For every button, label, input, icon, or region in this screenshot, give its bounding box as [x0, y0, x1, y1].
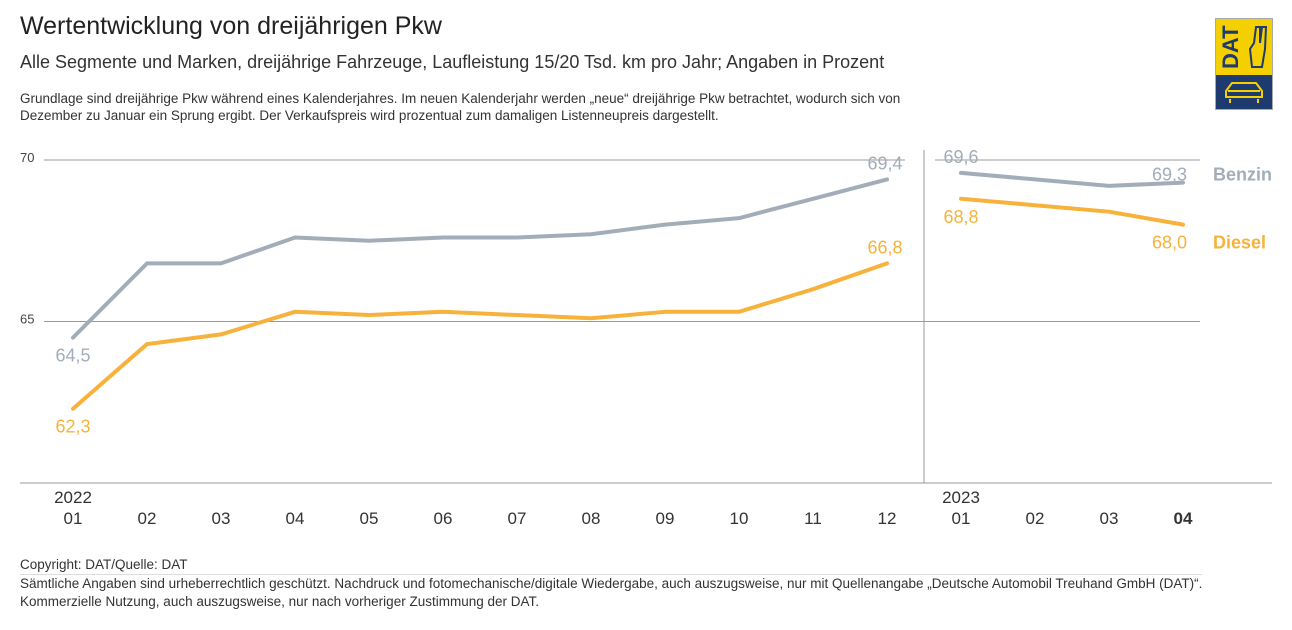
series-line-benzin — [959, 170, 1185, 188]
data-label: 62,3 — [55, 417, 90, 437]
x-tick-label: 03 — [212, 509, 231, 528]
x-tick-label: 05 — [360, 509, 379, 528]
x-tick-label: 01 — [952, 509, 971, 528]
dat-logo: DAT — [1215, 18, 1273, 110]
x-tick-label: 02 — [1026, 509, 1045, 528]
data-label: 64,5 — [55, 346, 90, 366]
footer-usage: Kommerzielle Nutzung, auch auszugsweise,… — [20, 594, 539, 609]
x-tick-label: 09 — [656, 509, 675, 528]
y-tick-label: 70 — [20, 150, 34, 165]
data-label: 69,4 — [867, 153, 902, 173]
footer-rights: Sämtliche Angaben sind urheberrechtlich … — [20, 574, 1203, 591]
x-tick-label: 08 — [582, 509, 601, 528]
x-tick-label: 12 — [878, 509, 897, 528]
data-label: 68,0 — [1152, 233, 1187, 253]
footer-copyright: Copyright: DAT/Quelle: DAT — [20, 557, 188, 572]
data-label: 69,3 — [1152, 165, 1187, 185]
chart-subtitle: Alle Segmente und Marken, dreijährige Fa… — [20, 52, 885, 72]
year-label: 2022 — [54, 488, 92, 507]
x-tick-label: 02 — [138, 509, 157, 528]
x-tick-label: 07 — [508, 509, 527, 528]
series-line-benzin — [71, 177, 889, 340]
data-label: 68,8 — [943, 207, 978, 227]
chart-title: Wertentwicklung von dreijährigen Pkw — [20, 12, 442, 40]
x-tick-label: 04 — [1174, 509, 1193, 528]
series-line-diesel — [71, 261, 889, 411]
x-tick-label: 04 — [286, 509, 305, 528]
data-label: 66,8 — [867, 237, 902, 257]
x-tick-label: 11 — [804, 509, 822, 528]
data-label: 69,6 — [943, 147, 978, 167]
chart-note: Grundlage sind dreijährige Pkw während e… — [20, 91, 901, 123]
year-label: 2023 — [942, 488, 980, 507]
legend-benzin: Benzin — [1213, 165, 1272, 185]
svg-text:DAT: DAT — [1218, 25, 1243, 69]
x-tick-label: 10 — [730, 509, 749, 528]
x-tick-label: 03 — [1100, 509, 1119, 528]
legend-diesel: Diesel — [1213, 233, 1266, 253]
series-line-diesel — [959, 196, 1185, 227]
y-tick-label: 65 — [20, 312, 34, 327]
x-tick-label: 06 — [434, 509, 453, 528]
x-tick-label: 01 — [64, 509, 83, 528]
footer: Copyright: DAT/Quelle: DAT Sämtliche Ang… — [20, 556, 1203, 611]
